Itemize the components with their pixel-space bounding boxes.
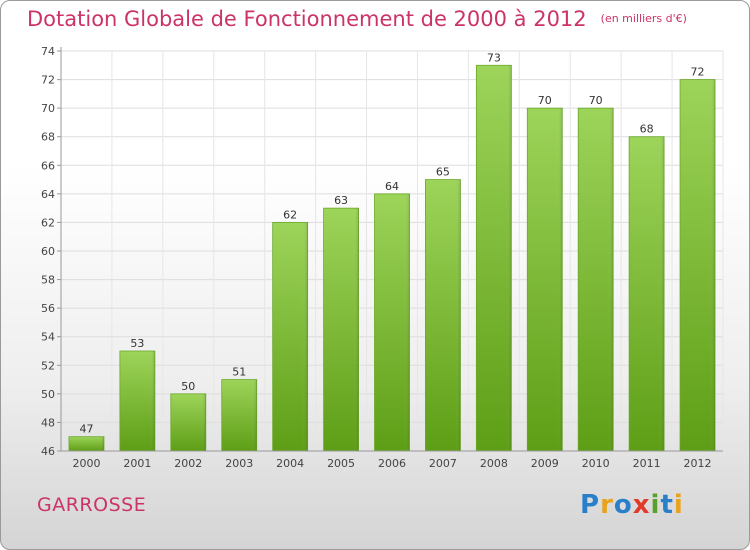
x-tick-label: 2012 bbox=[684, 457, 712, 470]
y-tick-label: 58 bbox=[41, 274, 55, 287]
bar-shade bbox=[476, 65, 512, 452]
x-tick-label: 2010 bbox=[582, 457, 610, 470]
x-tick-label: 2006 bbox=[378, 457, 406, 470]
commune-name: GARROSSE bbox=[37, 494, 147, 516]
logo-letter: t bbox=[660, 490, 674, 520]
data-label: 65 bbox=[436, 166, 450, 179]
x-tick-label: 2008 bbox=[480, 457, 508, 470]
data-label: 70 bbox=[589, 94, 603, 107]
y-tick-label: 56 bbox=[41, 302, 55, 315]
data-label: 51 bbox=[232, 366, 246, 379]
data-label: 47 bbox=[79, 423, 93, 436]
y-tick-label: 52 bbox=[41, 359, 55, 372]
logo-letter: i bbox=[650, 490, 661, 520]
logo-letter: o bbox=[613, 490, 633, 520]
data-label: 73 bbox=[487, 51, 501, 64]
bar-shade bbox=[119, 351, 155, 451]
logo-letter: i bbox=[673, 490, 684, 520]
logo-letter: x bbox=[632, 490, 651, 520]
y-tick-label: 54 bbox=[41, 331, 55, 344]
x-tick-label: 2000 bbox=[72, 457, 100, 470]
bar-shade bbox=[323, 208, 359, 451]
logo-letter: r bbox=[600, 490, 614, 520]
x-tick-label: 2003 bbox=[225, 457, 253, 470]
y-tick-label: 50 bbox=[41, 388, 55, 401]
data-label: 64 bbox=[385, 180, 399, 193]
y-tick-label: 68 bbox=[41, 131, 55, 144]
bar-shade bbox=[527, 108, 563, 452]
data-label: 62 bbox=[283, 208, 297, 221]
data-label: 70 bbox=[538, 94, 552, 107]
bar-shade bbox=[272, 222, 308, 451]
bar-shade bbox=[629, 136, 665, 451]
bar-shade bbox=[221, 379, 257, 451]
bar-shade bbox=[170, 393, 206, 451]
data-label: 68 bbox=[640, 123, 654, 136]
y-tick-label: 60 bbox=[41, 245, 55, 258]
y-tick-label: 48 bbox=[41, 416, 55, 429]
x-tick-label: 2004 bbox=[276, 457, 304, 470]
x-tick-label: 2001 bbox=[123, 457, 151, 470]
x-tick-label: 2011 bbox=[633, 457, 661, 470]
x-tick-label: 2005 bbox=[327, 457, 355, 470]
data-label: 50 bbox=[181, 380, 195, 393]
logo-letter: P bbox=[580, 490, 601, 520]
y-tick-label: 46 bbox=[41, 445, 55, 458]
bar-shade bbox=[374, 193, 410, 451]
x-tick-label: 2002 bbox=[174, 457, 202, 470]
bar-shade bbox=[68, 436, 104, 451]
data-label: 53 bbox=[130, 337, 144, 350]
bar-shade bbox=[425, 179, 461, 452]
y-tick-label: 62 bbox=[41, 216, 55, 229]
y-tick-label: 74 bbox=[41, 45, 55, 58]
proxiti-logo: Proxiti bbox=[580, 490, 684, 520]
data-label: 63 bbox=[334, 194, 348, 207]
y-tick-label: 70 bbox=[41, 102, 55, 115]
bar-shade bbox=[680, 79, 716, 452]
y-tick-label: 66 bbox=[41, 159, 55, 172]
x-tick-label: 2009 bbox=[531, 457, 559, 470]
unit-note: (en milliers d'€) bbox=[600, 12, 687, 25]
y-tick-label: 72 bbox=[41, 74, 55, 87]
y-tick-label: 64 bbox=[41, 188, 55, 201]
x-tick-label: 2007 bbox=[429, 457, 457, 470]
data-label: 72 bbox=[691, 66, 705, 79]
bar-shade bbox=[578, 108, 614, 452]
chart-title: Dotation Globale de Fonctionnement de 20… bbox=[27, 7, 687, 31]
